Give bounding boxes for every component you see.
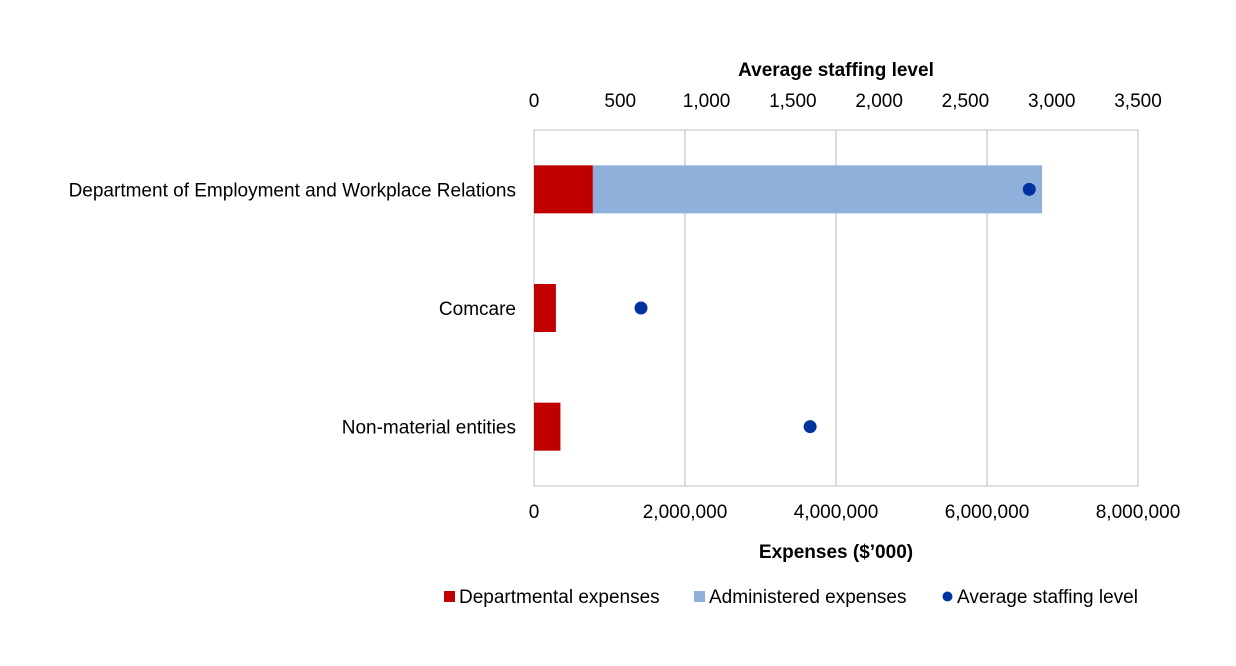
legend-swatch: [694, 591, 705, 602]
bar-segment: [592, 165, 1043, 214]
top-tick-label: 500: [604, 91, 636, 112]
bars-layer: [534, 165, 1043, 451]
bar-segment: [534, 402, 561, 451]
top-tick-label: 0: [529, 91, 540, 112]
top-tick-label: 3,000: [1028, 91, 1076, 112]
top-tick-label: 1,500: [769, 91, 817, 112]
category-label: Comcare: [439, 299, 516, 320]
bottom-tick-label: 8,000,000: [1096, 502, 1181, 523]
dots-layer: [634, 182, 1036, 434]
category-label: Non-material entities: [342, 418, 516, 439]
bottom-tick-label: 0: [529, 502, 540, 523]
bottom-tick-label: 6,000,000: [945, 502, 1030, 523]
bar-segment: [534, 165, 593, 214]
staffing-dot: [634, 301, 648, 315]
bar-segment: [534, 284, 556, 332]
top-tick-label: 1,000: [683, 91, 731, 112]
legend-swatch: [444, 591, 455, 602]
legend-label: Average staffing level: [957, 587, 1138, 608]
top-tick-label: 2,500: [942, 91, 990, 112]
legend-label: Administered expenses: [709, 587, 907, 608]
category-label: Department of Employment and Workplace R…: [69, 180, 516, 201]
bottom-tick-label: 2,000,000: [643, 502, 728, 523]
bottom-tick-label: 4,000,000: [794, 502, 879, 523]
bottom-axis-title: Expenses ($’000): [759, 542, 913, 563]
staffing-dot: [1022, 182, 1036, 196]
top-tick-label: 3,500: [1114, 91, 1162, 112]
staffing-dot: [803, 420, 817, 434]
legend-label: Departmental expenses: [459, 587, 660, 608]
labels-layer: 0 2,000,000 4,000,000 6,000,000 8,000,000 0 50…: [69, 91, 1181, 523]
top-tick-label: 2,000: [855, 91, 903, 112]
legend: Departmental expenses Administered expens…: [444, 587, 1138, 608]
legend-swatch: [942, 591, 953, 602]
top-axis-title: Average staffing level: [738, 60, 934, 81]
